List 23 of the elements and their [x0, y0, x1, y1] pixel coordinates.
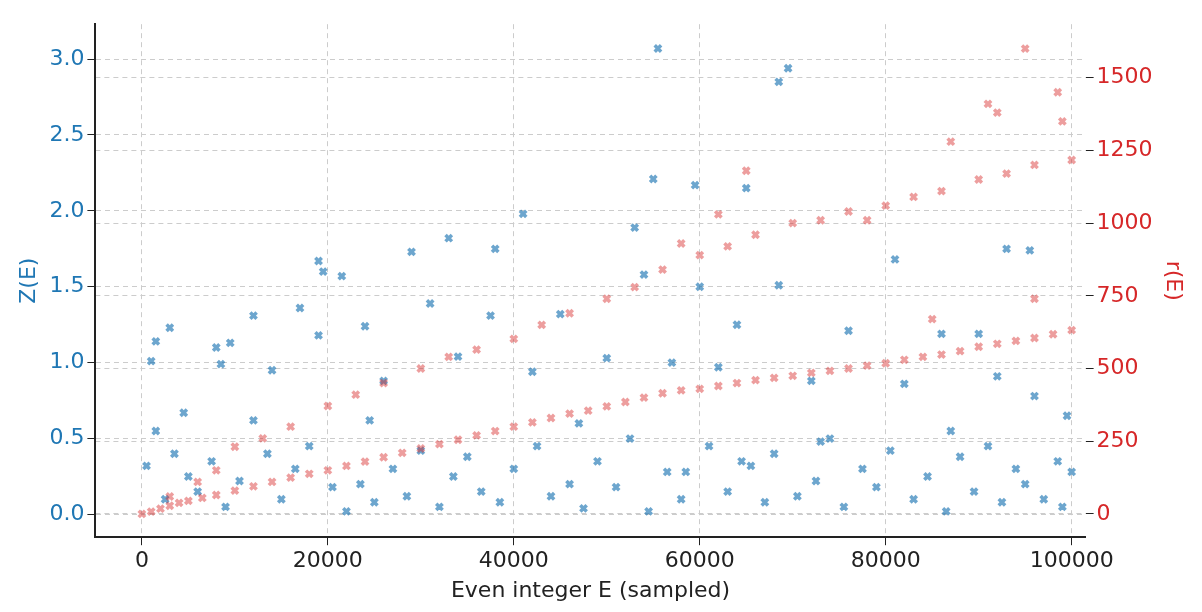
x-tick-label: 100000 [1029, 547, 1114, 573]
y2-tick-label: 0 [1096, 499, 1111, 525]
y2-tick-label: 500 [1096, 354, 1139, 380]
y-tick-label: 1.0 [49, 348, 85, 374]
y2-tick-label: 1250 [1096, 136, 1153, 162]
y2-tick-label: 250 [1096, 426, 1139, 452]
x-tick-label: 20000 [292, 547, 363, 573]
y2-tick-label: 1000 [1096, 208, 1153, 234]
y-axis-title: Z(E) [14, 257, 40, 304]
y2-axis-title: r(E) [1162, 260, 1188, 301]
y-tick-label: 0.0 [49, 500, 85, 526]
y-tick-label: 1.5 [49, 272, 85, 298]
y2-tick-label: 750 [1096, 281, 1139, 307]
y-tick-label: 2.0 [49, 196, 85, 222]
x-tick-label: 40000 [478, 547, 549, 573]
x-tick-label: 0 [134, 547, 149, 573]
x-tick-label: 80000 [850, 547, 921, 573]
y-tick-label: 0.5 [49, 424, 85, 450]
x-tick-label: 60000 [664, 547, 735, 573]
y-tick-label: 2.5 [49, 120, 85, 146]
y-tick-label: 3.0 [49, 44, 85, 70]
y2-tick-label: 1500 [1096, 63, 1153, 89]
x-axis-title: Even integer E (sampled) [450, 576, 731, 602]
